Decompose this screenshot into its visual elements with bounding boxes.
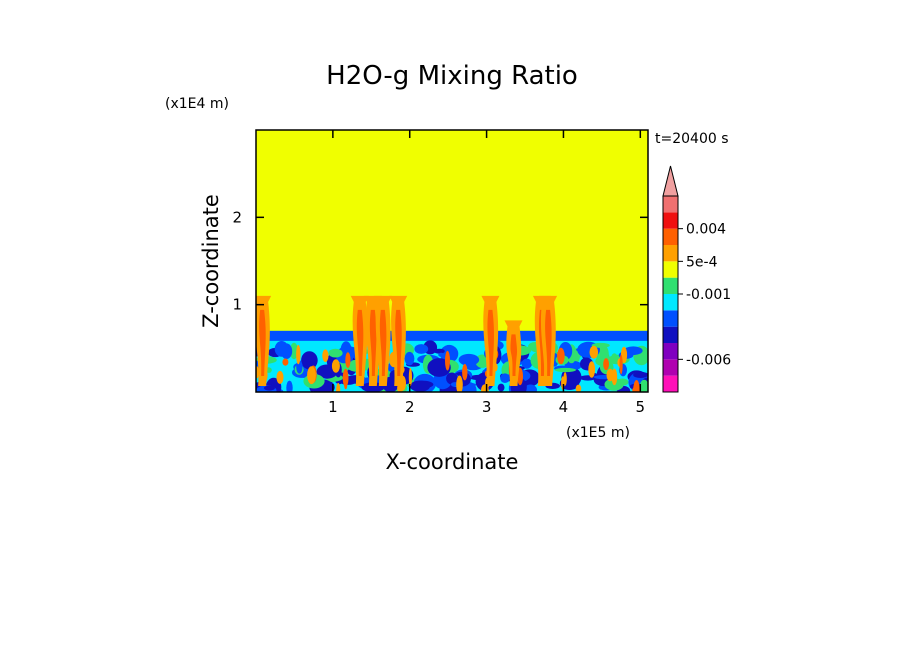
field-patch (497, 383, 505, 392)
field-blob (282, 358, 289, 366)
field-patch (263, 385, 275, 391)
field-blob (456, 375, 463, 392)
field-patch (328, 348, 343, 358)
plume-core (487, 309, 495, 376)
colorbar-extend-arrow (662, 165, 679, 197)
colorbar-label: -0.001 (686, 287, 731, 303)
field-blob (342, 368, 349, 387)
field-blob (462, 364, 468, 381)
x-axis-label: X-coordinate (386, 450, 519, 474)
field-patch (447, 373, 457, 381)
field-patch (564, 360, 582, 371)
field-blob (331, 359, 340, 373)
field-patch (361, 382, 385, 392)
colorbar-level (663, 294, 678, 311)
field-patch (301, 351, 318, 370)
colorbar-level (663, 277, 678, 294)
field-patch (611, 353, 618, 363)
field-patch (529, 373, 536, 380)
field-blob (603, 358, 609, 371)
colorbar-level (663, 375, 678, 392)
field-blob (445, 350, 450, 371)
x-unit-label: (x1E5 m) (566, 425, 630, 441)
field-blob (563, 372, 567, 386)
x-axis-ticks: 1 2 3 4 5 (328, 130, 645, 416)
field-blob (575, 384, 582, 392)
field-blob (322, 349, 329, 363)
field-patch (427, 358, 451, 377)
field-patch (554, 367, 577, 373)
colorbar-level (663, 245, 678, 262)
contour-field (256, 130, 648, 392)
colorbar-level (663, 310, 678, 327)
field-blob (307, 366, 316, 385)
field-blob (336, 382, 341, 392)
field-patch (414, 344, 429, 354)
field-patch (410, 380, 434, 389)
plume-core (545, 309, 552, 376)
colorbar-level (663, 196, 678, 213)
field-patch (433, 348, 445, 354)
colorbar-level (663, 326, 678, 343)
x-tick-label: 2 (405, 398, 415, 416)
field-blob (619, 354, 623, 375)
boundary-layer-top-band (256, 330, 648, 341)
field-patch (289, 342, 299, 360)
field-blob (276, 370, 284, 384)
field-patch (404, 351, 415, 366)
field-blob (345, 352, 351, 368)
x-tick-label: 4 (559, 398, 569, 416)
plume-core (356, 309, 364, 376)
field-patch (286, 380, 293, 392)
colorbar-label: 0.004 (686, 222, 726, 238)
chart-title: H2O-g Mixing Ratio (326, 61, 578, 91)
field-blob (620, 346, 628, 364)
y-axis-ticks: 12 (232, 208, 648, 314)
y-unit-label: (x1E4 m) (165, 96, 229, 112)
field-blob (589, 345, 599, 359)
field-patch (458, 353, 480, 366)
field-blob (344, 382, 348, 390)
plume-core (510, 334, 518, 376)
colorbar-level (663, 261, 678, 278)
y-tick-label: 2 (232, 208, 242, 226)
colorbar-label: 5e-4 (686, 254, 718, 270)
x-tick-label: 5 (636, 398, 646, 416)
time-label: t=20400 s (655, 131, 729, 147)
colorbar-level (663, 359, 678, 376)
field-blob (606, 368, 614, 382)
y-tick-label: 1 (232, 296, 242, 314)
field-patch (521, 358, 533, 369)
colorbar-label: -0.006 (686, 352, 731, 368)
field-blob (632, 386, 640, 392)
colorbar: 0.004 5e-4 -0.001 -0.006 (662, 165, 731, 393)
colorbar-level (663, 212, 678, 229)
y-axis-label: Z-coordinate (199, 194, 223, 328)
field-patch (475, 354, 490, 368)
plume-core (259, 309, 266, 376)
field-patch (639, 379, 648, 392)
field-patch (438, 352, 445, 357)
field-patch (500, 373, 510, 384)
field-blob (408, 368, 412, 387)
field-patch (591, 342, 610, 348)
field-patch (524, 384, 537, 392)
field-blob (557, 347, 565, 365)
x-tick-label: 1 (328, 398, 338, 416)
field-blob (588, 361, 596, 378)
plume-core (395, 309, 402, 376)
plume-core (369, 309, 377, 376)
field-blob (296, 344, 301, 365)
x-tick-label: 3 (482, 398, 492, 416)
field-patch (616, 378, 629, 386)
field-patch (633, 371, 648, 378)
field-patch (274, 341, 289, 357)
plot-frame (255, 129, 649, 393)
colorbar-level (663, 228, 678, 245)
plume-core (379, 309, 387, 376)
colorbar-level (663, 343, 678, 360)
